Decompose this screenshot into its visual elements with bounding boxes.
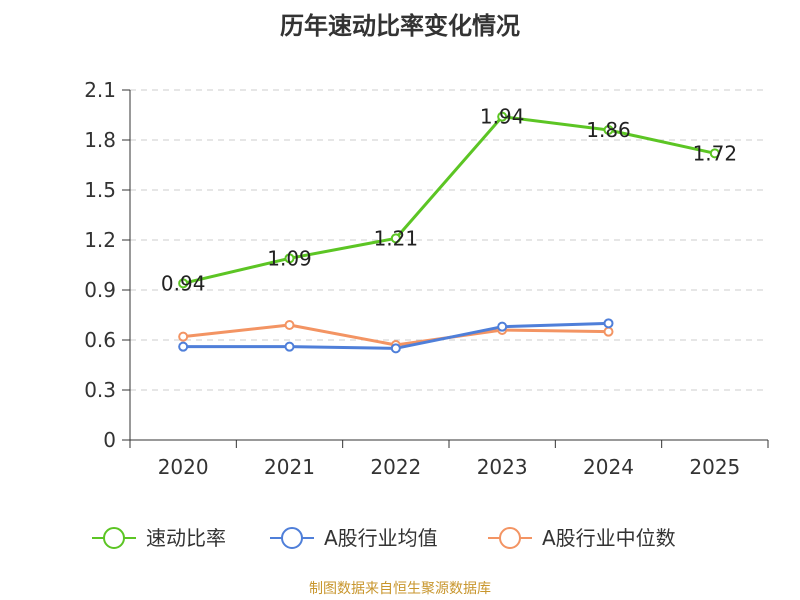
- series-line: [182, 115, 716, 285]
- data-point: [603, 326, 614, 337]
- x-tick-label: 2023: [477, 455, 528, 479]
- data-point: [284, 320, 295, 330]
- y-tick-label: 1.8: [84, 128, 116, 152]
- data-label: 1.94: [480, 105, 525, 129]
- legend-item: A股行业中位数: [488, 526, 676, 550]
- y-tick-labels: 0 0.3 0.6 0.9 1.2 1.5 1.8 2.1: [84, 78, 116, 452]
- axes: [122, 89, 769, 448]
- legend-marker: [281, 527, 303, 549]
- data-point: [497, 321, 508, 332]
- legend-label: A股行业中位数: [542, 526, 676, 550]
- legend-marker: [103, 527, 125, 549]
- x-tick-label: 2024: [583, 455, 634, 479]
- data-point: [709, 148, 720, 159]
- data-labels: 0.94 1.09 1.21 1.94 1.86 1.72: [161, 105, 737, 296]
- y-tick-label: 1.2: [84, 228, 116, 252]
- data-label: 1.86: [586, 118, 631, 142]
- series-lines: [182, 115, 716, 350]
- data-point: [603, 318, 614, 329]
- chart-title: 历年速动比率变化情况: [280, 12, 520, 40]
- y-tick-label: 0.9: [84, 278, 116, 302]
- data-label: 1.72: [693, 141, 738, 165]
- x-tick-label: 2021: [264, 455, 315, 479]
- x-tick-label: 2020: [158, 455, 209, 479]
- x-tick-labels: 2020 2021 2022 2023 2024 2025: [158, 455, 741, 479]
- legend-item: 速动比率: [92, 526, 226, 550]
- data-label: 1.09: [267, 246, 312, 270]
- legend-label: A股行业均值: [324, 526, 438, 550]
- y-tick-label: 0.3: [84, 378, 116, 402]
- data-point: [178, 278, 189, 289]
- data-point: [178, 341, 189, 352]
- source-note: 制图数据来自恒生聚源数据库: [309, 581, 491, 597]
- data-point: [603, 125, 614, 135]
- data-point: [390, 233, 401, 244]
- data-label: 0.94: [161, 271, 206, 295]
- data-label: 1.21: [374, 226, 419, 250]
- data-point: [284, 253, 295, 264]
- data-point: [390, 343, 401, 354]
- data-point: [284, 341, 295, 352]
- legend-label: 速动比率: [146, 526, 226, 550]
- y-tick-label: 0.6: [84, 328, 116, 352]
- legend-item: A股行业均值: [270, 526, 438, 550]
- data-point: [497, 111, 508, 122]
- x-tick-label: 2022: [370, 455, 421, 479]
- y-tick-label: 0: [103, 428, 116, 452]
- grid-lines: [130, 89, 768, 391]
- series-points: [178, 111, 720, 354]
- x-tick-label: 2025: [689, 455, 740, 479]
- legend-marker: [499, 527, 521, 549]
- data-point: [178, 331, 189, 342]
- y-tick-label: 2.1: [84, 78, 116, 102]
- y-tick-label: 1.5: [84, 178, 116, 202]
- legend: 速动比率 A股行业均值 A股行业中位数: [92, 526, 676, 550]
